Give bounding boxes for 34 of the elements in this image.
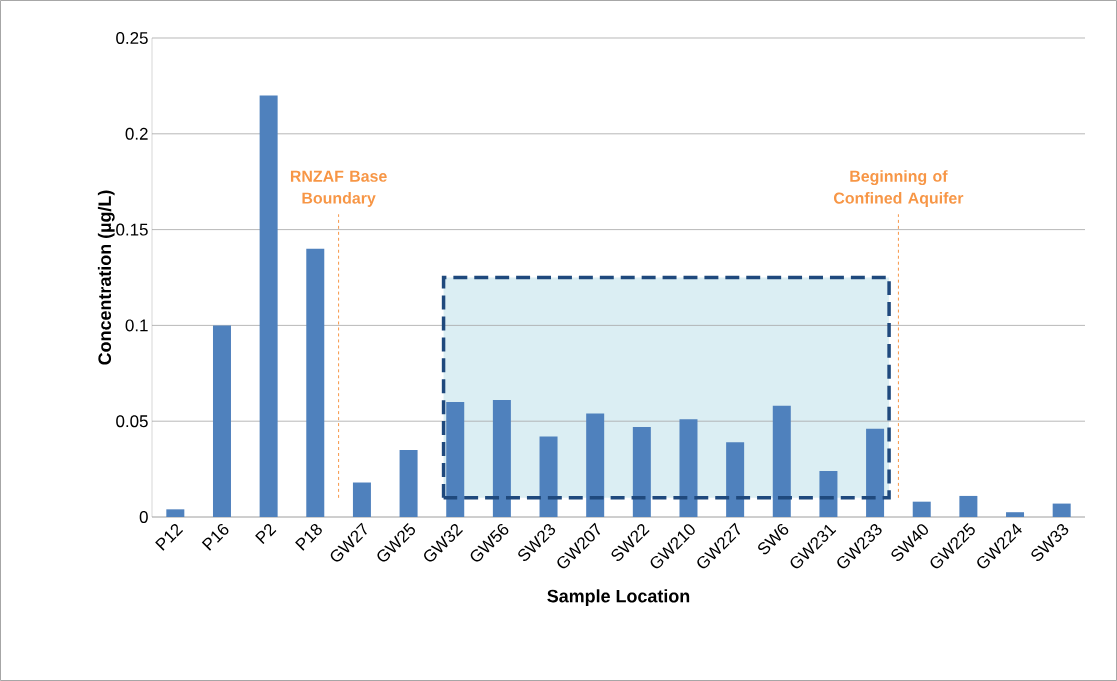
bar <box>586 413 605 517</box>
bar <box>1006 512 1025 517</box>
y-tick-label: 0.25 <box>116 32 148 44</box>
y-tick-label: 0 <box>139 511 148 523</box>
x-tick-label: P18 <box>295 523 322 551</box>
bar <box>259 95 278 517</box>
bar <box>492 400 511 517</box>
bar <box>539 436 558 517</box>
y-tick-label: 0.15 <box>116 223 148 236</box>
bar <box>632 426 651 517</box>
bar <box>912 501 931 517</box>
bar <box>166 509 185 517</box>
x-axis-title: Sample Location <box>547 589 690 606</box>
y-axis-title: Concentration (µg/L) <box>97 190 115 365</box>
annotation: Beginning of Confined Aquifer <box>833 170 964 207</box>
bar <box>352 482 371 517</box>
bar <box>306 248 325 517</box>
bar <box>679 419 698 517</box>
bar <box>959 495 978 517</box>
bar <box>399 449 418 517</box>
bar <box>726 442 745 517</box>
x-tick-label: P16 <box>201 523 229 551</box>
bar <box>1052 503 1071 517</box>
bar <box>866 428 885 517</box>
bar <box>772 405 791 517</box>
y-tick-label: 0.2 <box>125 127 148 140</box>
y-tick-label: 0.05 <box>116 415 148 428</box>
bar <box>446 402 465 517</box>
y-tick-label: 0.1 <box>125 319 148 332</box>
annotation: RNZAF Base Boundary <box>290 170 387 207</box>
x-tick-label: P2 <box>255 523 277 544</box>
x-tick-label: P12 <box>155 523 184 551</box>
bar <box>212 325 231 517</box>
bar <box>819 471 838 517</box>
